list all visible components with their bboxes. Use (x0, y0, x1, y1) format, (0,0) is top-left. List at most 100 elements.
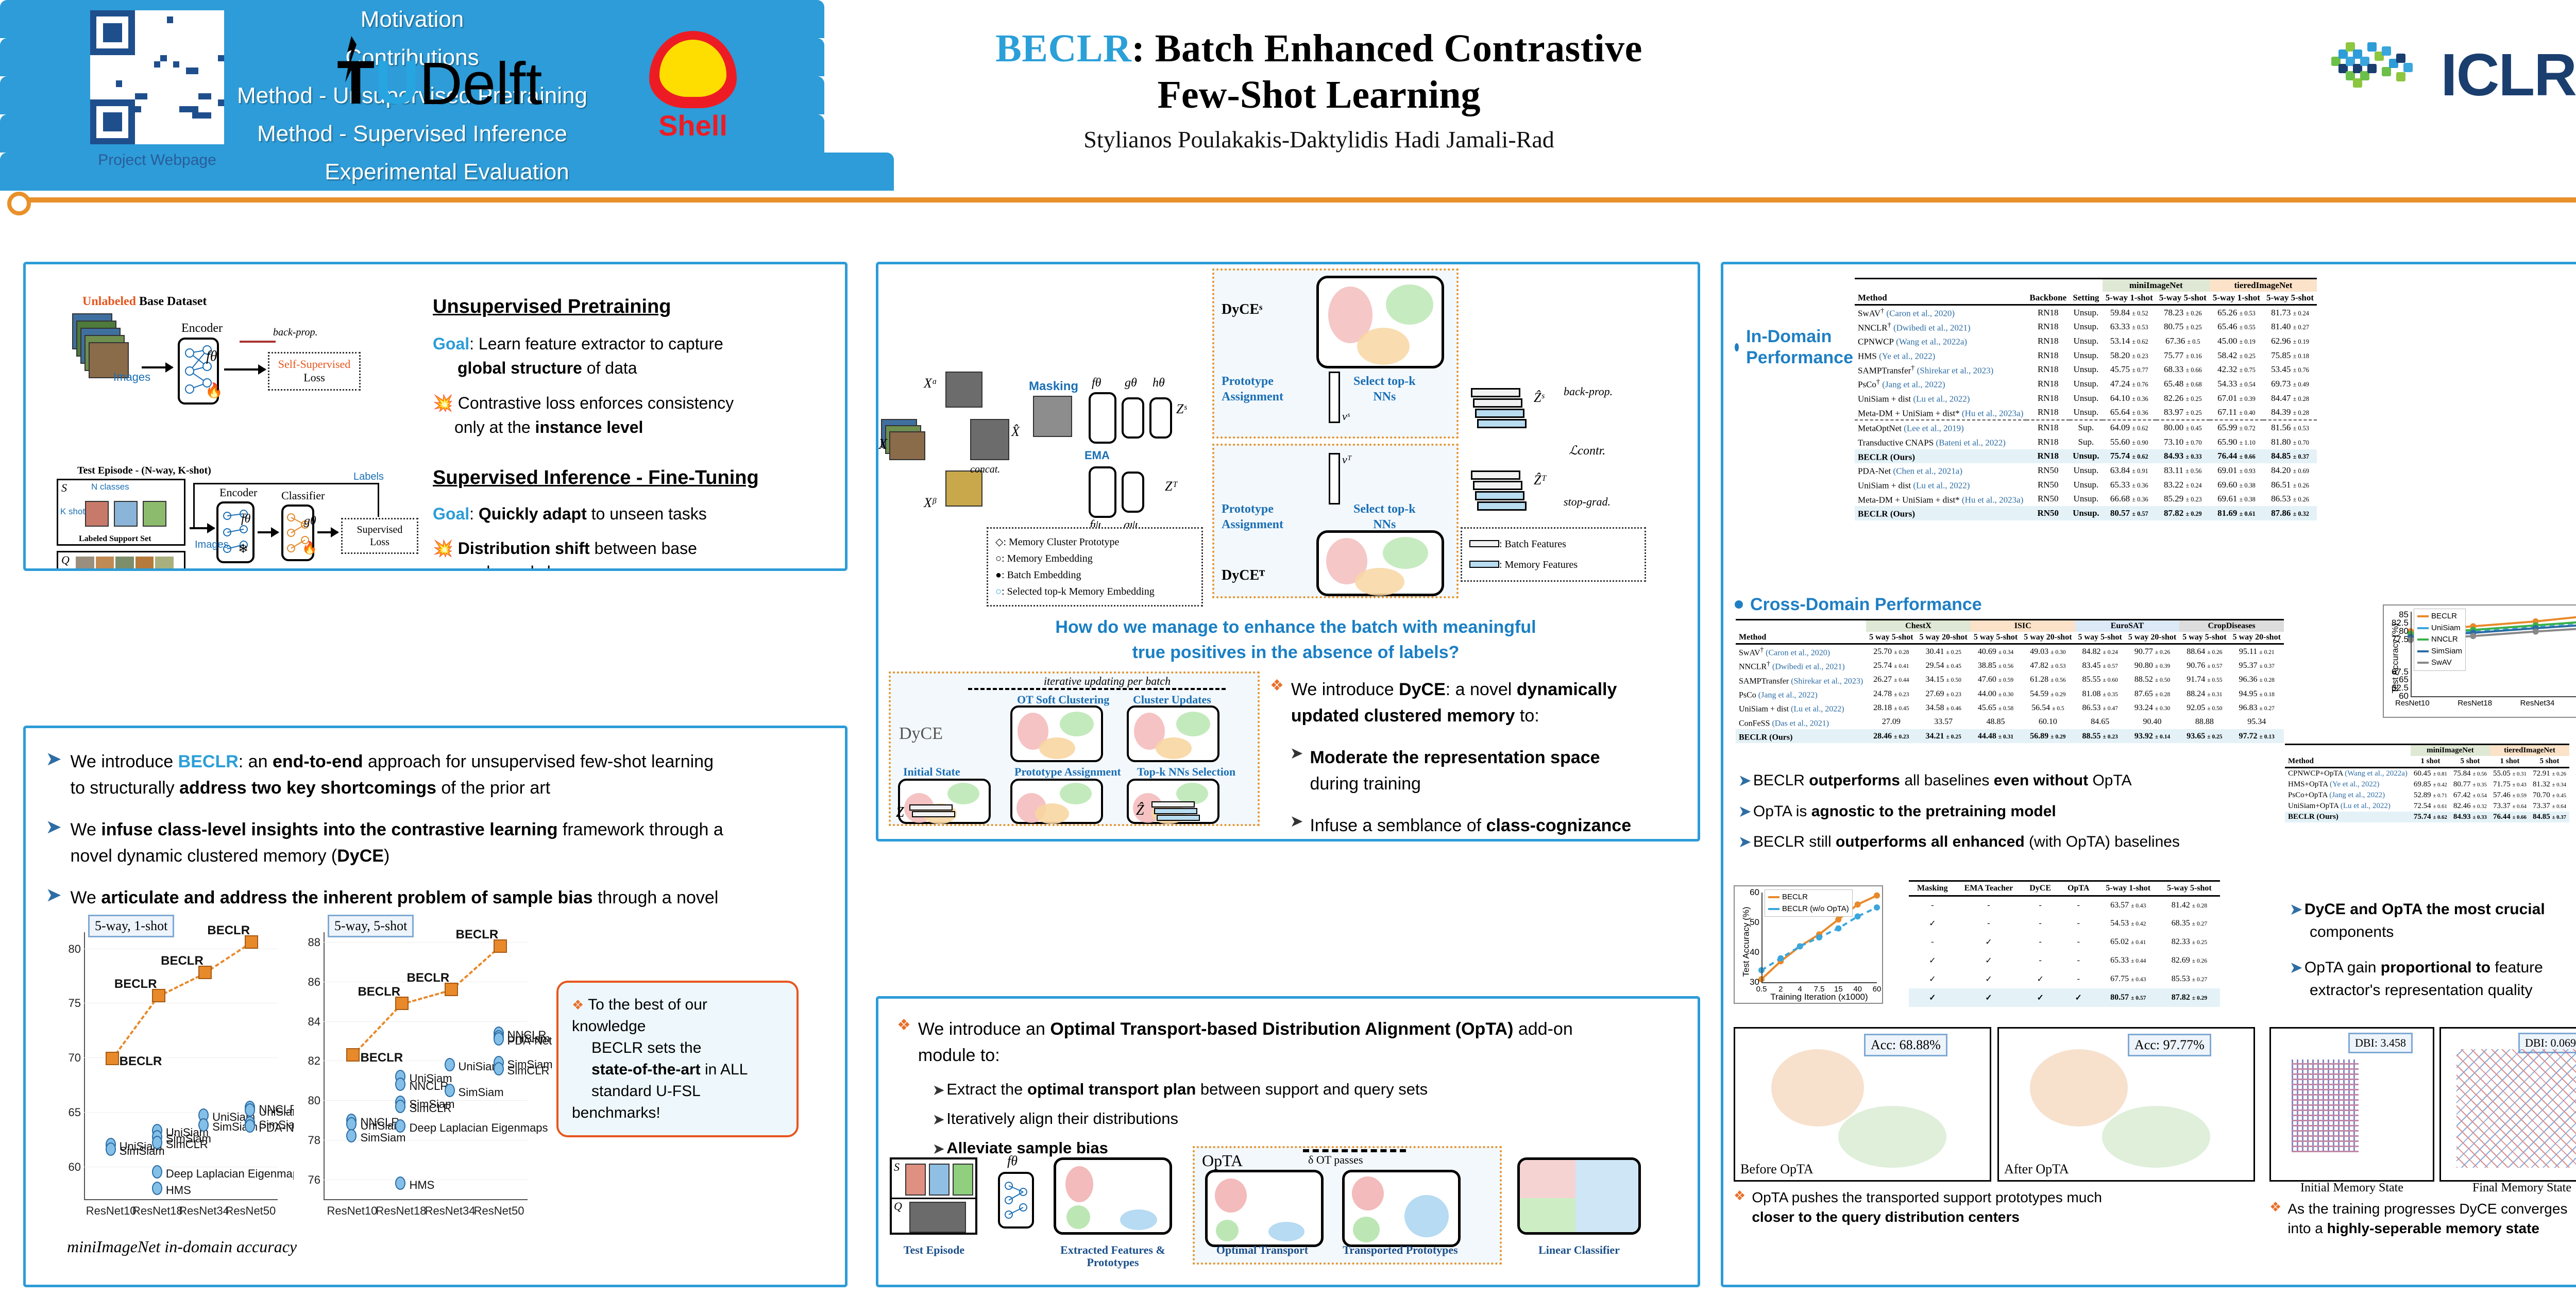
contribution-item-2: ➤ We infuse class-level insights into th… (46, 817, 809, 869)
fig2-label-line-v (193, 483, 195, 528)
ab2-tail: feature (2490, 959, 2543, 976)
opta-bullets: ➤ BECLR outperforms all baselines even w… (1739, 769, 2295, 853)
goal-label-2: Goal (433, 504, 470, 524)
note-l3-tail: in ALL (700, 1061, 748, 1078)
data-point-beclr (346, 1048, 360, 1062)
mp-backprop-label: back-prop. (1564, 385, 1613, 398)
iclr-logo: ICLR (2331, 36, 2576, 113)
table-crossdomain: ChestX ISIC EuroSAT CropDiseases Method 5 way… (1736, 619, 2284, 744)
dyce-panel-3-viz (1010, 779, 1103, 824)
memory-visualization: DBI: 3.458 DBI: 0.0694 Initial Memory St… (2269, 1027, 2576, 1236)
chevron-icon-12: ➤ (2290, 901, 2302, 917)
axis-tick: 7.5 (1814, 985, 1825, 994)
ab1-tail: components (2310, 923, 2394, 940)
mp-proto-t1: Prototype (1222, 502, 1274, 516)
mp-topk-s1: Select top-k (1353, 375, 1416, 388)
ob1-bold2: even without (1993, 772, 2089, 789)
chevron-icon-2: ➤ (46, 817, 61, 837)
opta-after-plot: Acc: 97.77% After OpTA (1997, 1027, 2255, 1182)
diamond-icon-5: ❖ (2269, 1199, 2282, 1215)
axis-tick: 50 (1750, 917, 1759, 927)
mp-view-beta (945, 470, 982, 507)
mp-topk-s2: NNs (1373, 390, 1396, 403)
project-webpage-qr[interactable]: Project Webpage (72, 10, 242, 169)
explosion-icon-2: 💥 (433, 539, 453, 558)
chart-5way-5shot: 76 78 80 82 84 86 88 ResNet10 ResNet18 ResNet34 Re… (294, 914, 553, 1223)
opta-features-box (1054, 1157, 1172, 1235)
legend-entry: BECLR (w/o OpTA) (1768, 903, 1849, 915)
qr-code-icon[interactable] (90, 10, 224, 144)
legend-diamond-icon: ◇ (995, 536, 1004, 548)
mp-f-psi-net-icon (1089, 466, 1116, 518)
ablation-bullets: ➤ DyCE and OpTA the most crucial compone… (2290, 898, 2576, 1001)
ob3-pre: BECLR still (1753, 833, 1836, 850)
data-point-label: UniSiam (507, 1032, 550, 1046)
table-indomain: miniImageNet tieredImageNet Method Backbone… (1855, 278, 2317, 520)
mem-cap-bold: highly-seperable memory state (2327, 1220, 2539, 1236)
axis-tick: 67.5 (2391, 666, 2409, 677)
data-point-beclr (151, 988, 165, 1002)
axis-tick: 80 (2399, 626, 2409, 636)
dyce-intro-l2-bold: updated clustered memory (1291, 706, 1515, 726)
c1-mid: : an (238, 752, 273, 771)
data-point-label: SimSiam (165, 1132, 211, 1146)
data-point-beclr (245, 935, 259, 949)
mi-b1-bold: optimal transport plan (1027, 1080, 1196, 1098)
data-point-beclr (198, 966, 212, 980)
opta-cap-bold: closer to the query distribution centers (1752, 1208, 2020, 1225)
data-point-label: BECLR (114, 977, 157, 991)
axis-tick: 82.5 (2391, 618, 2409, 628)
mi-b1-tail: between support and query sets (1196, 1080, 1428, 1098)
data-point-beclr (493, 939, 507, 953)
dyce-b1-bold: Moderate the representation space (1310, 748, 1600, 767)
axis-tick: 0.5 (1756, 985, 1767, 994)
data-point-baseline (493, 1032, 504, 1046)
fire-icon-2: 🔥 (302, 541, 317, 555)
mot-bullet-1b-bold: instance level (535, 417, 643, 436)
legend-entry: NNCLR (2417, 634, 2462, 646)
dyce-panel-3-label: Prototype Assignment (1014, 765, 1121, 778)
mp-view-alpha (945, 372, 982, 408)
diamond-icon-1: ❖ (572, 997, 584, 1013)
mp-vt-label: νᵀ (1342, 453, 1352, 466)
chart-backbone-accuracy: 60 62.5 65 67.5 77.5 80 82.5 85 ResNet10 ResNet18… (2383, 604, 2576, 718)
fig-arrow-1 (142, 362, 174, 373)
label-final-memory: Final Memory State (2472, 1181, 2571, 1195)
memory-final-plot: DBI: 0.0694 (2439, 1027, 2576, 1182)
ab2-pre: OpTA gain (2304, 959, 2381, 976)
qr-label: Project Webpage (98, 152, 216, 169)
mp-concat-label: concat. (970, 464, 1001, 475)
chevron-icon-1: ➤ (46, 749, 61, 769)
legend-circle-filled-icon: ● (995, 569, 1002, 581)
fig2-arrow-3 (317, 527, 339, 537)
note-l1: To the best of our knowledge (572, 996, 707, 1035)
chevron-icon-8: ➤ (933, 1140, 944, 1156)
legend-2: : Batch Embedding (1002, 569, 1081, 581)
opta-enhanced-table: miniImageNet tieredImageNet Method 1 shot 5 … (2285, 744, 2569, 822)
ab2-bold: proportional to (2380, 959, 2491, 976)
data-point-baseline (245, 1119, 256, 1133)
fig2-support-box: S N classes K shots Labeled Support Set (57, 479, 185, 546)
mi-bullet-3: ➤ Alleviate sample bias (933, 1137, 1659, 1160)
mot-bullet-2a-l2: and novel classes (463, 563, 594, 568)
contributions-caption: miniImageNet in-domain accuracy (67, 1237, 297, 1256)
axis-tick: ResNet10 (2395, 699, 2430, 708)
fig2-arrow-1 (190, 523, 215, 533)
mot-bullet-2a-tail: between base (589, 539, 697, 558)
mp-g-theta-net-icon (1122, 397, 1144, 439)
fig-arrow-2 (224, 364, 266, 375)
dyce-intro-bold: DyCE (1399, 680, 1446, 699)
fig-dataset-label: Unlabeled Base Dataset (82, 295, 207, 308)
mp-topk-t1: Select top-k (1353, 502, 1416, 516)
ob2-bold: agnostic to the pretraining model (1811, 802, 2056, 820)
dyce-z-label: Z (896, 804, 904, 820)
dyce-panel-1-label: Cluster Updates (1133, 693, 1211, 706)
legend-circle-open-icon: ○ (995, 553, 1002, 564)
fig2-encoder-label: Encoder (219, 486, 258, 499)
explosion-icon-1: 💥 (433, 394, 453, 413)
legend-entry: UniSiam (2417, 623, 2462, 634)
axis-label-x: Training Iteration (x1000) (1770, 992, 1868, 1002)
data-point-baseline (395, 1099, 406, 1113)
axis-tick: 60 (1750, 887, 1759, 897)
indomain-label-l2: Performance (1746, 347, 1853, 367)
